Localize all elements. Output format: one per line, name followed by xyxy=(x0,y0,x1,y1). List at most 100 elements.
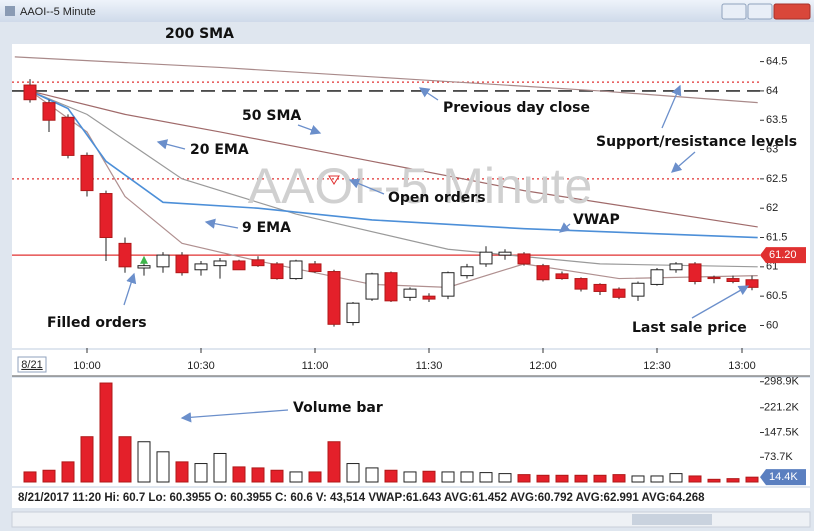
volume-bar xyxy=(593,474,607,483)
title-bar xyxy=(0,0,814,22)
indicator-line xyxy=(14,56,758,104)
y-tick-label: 64.5 xyxy=(766,55,787,67)
candle-body xyxy=(555,273,569,280)
volume-bar xyxy=(479,472,493,483)
candle-body xyxy=(441,272,455,297)
annotation: 50 SMA xyxy=(242,108,301,124)
candle-body xyxy=(42,102,56,121)
candle-body xyxy=(460,266,474,277)
volume-bar xyxy=(175,461,189,483)
date-label: 8/21 xyxy=(21,359,42,371)
candle-body xyxy=(498,251,512,256)
volume-bar xyxy=(498,473,512,483)
candle-body xyxy=(707,276,721,280)
open-order-marker xyxy=(328,175,340,185)
annotation: Last sale price xyxy=(632,320,747,336)
y-tick-label: 60.5 xyxy=(766,290,787,302)
date-box xyxy=(17,356,47,373)
status-bar xyxy=(12,488,810,508)
volume-bar xyxy=(631,475,645,483)
volume-bar xyxy=(327,441,341,483)
arrow xyxy=(297,124,322,135)
candle-body xyxy=(422,295,436,300)
volume-bar xyxy=(669,473,683,483)
volume-bar xyxy=(555,474,569,483)
volume-bar xyxy=(365,467,379,483)
price-axis xyxy=(760,44,810,348)
x-tick-label: 10:30 xyxy=(187,360,215,372)
y-tick-label: 62 xyxy=(766,202,778,214)
annotation: Open orders xyxy=(388,190,486,206)
time-axis xyxy=(12,350,810,376)
y-tick-label: 60 xyxy=(766,319,778,331)
close-button[interactable] xyxy=(773,3,811,20)
y-tick-label: 64 xyxy=(766,85,778,97)
y2-tick-label: 147.5K xyxy=(764,426,800,438)
annotation: Filled orders xyxy=(47,315,147,331)
candle-body xyxy=(365,273,379,300)
candle-body xyxy=(384,272,398,302)
candle-body xyxy=(232,260,246,271)
candle-body xyxy=(175,254,189,274)
volume-bar xyxy=(42,469,56,483)
maximize-button[interactable] xyxy=(747,3,773,20)
candle-body xyxy=(745,279,759,288)
y-tick-label: 63.5 xyxy=(766,114,787,126)
y2-tick-label: 73.7K xyxy=(764,451,793,463)
x-tick-label: 12:30 xyxy=(643,360,671,372)
volume-bar xyxy=(536,474,550,483)
arrow xyxy=(671,151,696,173)
candle-body xyxy=(270,263,284,280)
candle-body xyxy=(574,278,588,290)
volume-bar xyxy=(650,475,664,483)
candle-body xyxy=(251,259,265,267)
arrow xyxy=(348,178,385,195)
volume-bar xyxy=(270,469,284,483)
annotation: 20 EMA xyxy=(190,142,249,158)
minimize-button[interactable] xyxy=(721,3,747,20)
volume-bar xyxy=(213,452,227,483)
volume-bar xyxy=(80,436,94,483)
volume-bar xyxy=(517,474,531,483)
y2-tick-label: 221.2K xyxy=(764,402,800,414)
volume-bar xyxy=(745,476,759,483)
volume-bar xyxy=(156,451,170,483)
volume-bar xyxy=(23,471,37,483)
candle-body xyxy=(289,260,303,280)
candle-body xyxy=(650,269,664,285)
candle-body xyxy=(479,251,493,265)
volume-bar xyxy=(441,471,455,483)
scrollbar[interactable] xyxy=(11,511,811,528)
volume-panel xyxy=(12,378,760,486)
volume-bar xyxy=(99,382,113,483)
y-tick-label: 61.5 xyxy=(766,231,787,243)
volume-bar xyxy=(422,470,436,483)
volume-bar xyxy=(289,471,303,483)
candle-body xyxy=(517,253,531,265)
x-tick-label: 11:00 xyxy=(302,360,329,372)
arrow xyxy=(661,84,682,129)
candle-body xyxy=(137,265,151,269)
window-title: AAOI--5 Minute xyxy=(20,6,96,18)
candle-body xyxy=(156,254,170,268)
annotation: 9 EMA xyxy=(242,220,291,236)
volume-bar xyxy=(574,474,588,483)
volume-bar xyxy=(688,475,702,483)
annotation: 200 SMA xyxy=(165,26,234,42)
volume-bar xyxy=(61,461,75,483)
candle-body xyxy=(118,242,132,268)
volume-bar xyxy=(707,478,721,483)
candle-body xyxy=(403,288,417,298)
arrow xyxy=(418,87,439,101)
volume-bar xyxy=(251,467,265,483)
volume-tag xyxy=(760,469,806,486)
scroll-thumb[interactable] xyxy=(632,514,712,525)
volume-bar xyxy=(384,469,398,483)
candle-body xyxy=(80,154,94,192)
filled-order-marker xyxy=(140,255,148,264)
candle-body xyxy=(213,260,227,267)
y2-tick-label: 298.9K xyxy=(764,376,800,388)
volume-bar xyxy=(346,463,360,483)
x-tick-label: 11:30 xyxy=(416,360,443,372)
